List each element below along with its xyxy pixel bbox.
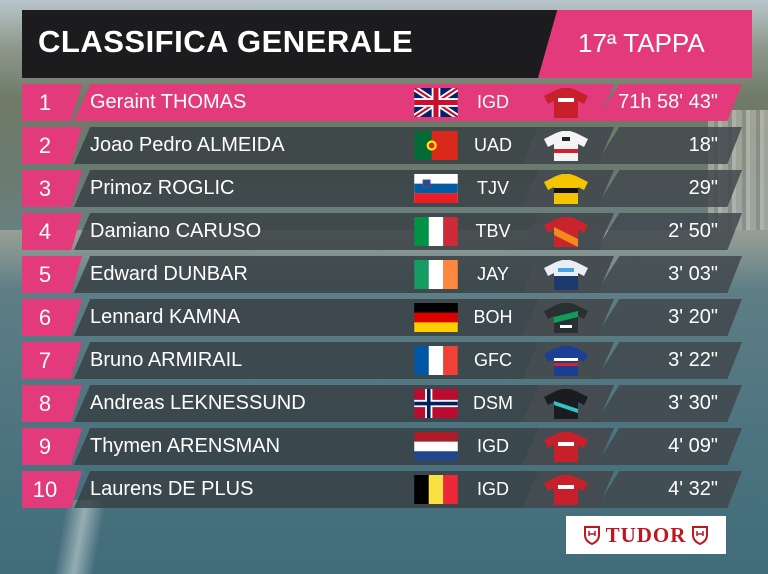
table-row: 4 Damiano CARUSO TBV 2' 50" [22,213,742,250]
team-code: DSM [473,393,513,413]
fr-flag-icon [414,346,458,375]
position-badge: 2 [22,127,82,164]
ineos-jersey-icon [542,475,590,505]
ineos-jersey-icon [542,88,590,118]
time-gap: 3' 03" [668,263,718,285]
position-badge: 9 [22,428,82,465]
row-background [74,428,614,465]
table-row: 3 Primoz ROGLIC TJV 29" [22,170,742,207]
time-gap: 4' 09" [668,435,718,457]
position-badge: 1 [22,84,82,121]
it-flag-icon [414,217,458,246]
time-background [596,127,742,164]
position-badge: 8 [22,385,82,422]
time-gap: 2' 50" [668,220,718,242]
table-row: 7 Bruno ARMIRAIL GFC 3' 22" [22,342,742,379]
team-code: GFC [474,350,512,370]
time-gap: 3' 20" [668,306,718,328]
position-badge: 5 [22,256,82,293]
table-row: 1 Geraint THOMAS IGD 71h 58' 43" [22,84,742,121]
rider-name: Geraint THOMAS [90,91,247,113]
row-background [74,127,614,164]
background-wave-foam [53,500,107,574]
time-gap: 3' 30" [668,392,718,414]
position-badge: 3 [22,170,82,207]
no-flag-icon [414,389,458,418]
sponsor-name: TUDOR [605,522,687,547]
time-gap: 29" [688,177,718,199]
sponsor-logo: TUDOR [566,516,726,554]
row-background [74,84,614,121]
jumbo-jersey-icon [542,174,590,204]
ie-flag-icon [414,260,458,289]
dsm-jersey-icon [542,389,590,419]
rider-name: Thymen ARENSMAN [90,435,281,457]
time-gap: 18" [688,134,718,156]
nl-flag-icon [414,432,458,461]
bora-jersey-icon [542,303,590,333]
team-code: JAY [477,264,509,284]
row-background [74,342,614,379]
team-code: TJV [476,178,509,198]
time-background [596,170,742,207]
team-code: IGD [476,92,509,112]
rider-name: Damiano CARUSO [90,220,262,242]
shield-icon [583,525,600,545]
uae-jersey-icon [542,131,590,161]
ineos-jersey-icon [542,432,590,462]
table-row: 9 Thymen ARENSMAN IGD 4' 09" [22,428,742,465]
row-background [74,170,614,207]
de-flag-icon [414,303,458,332]
si-flag-icon [414,174,458,203]
time-gap: 71h 58' 43" [618,91,718,113]
time-gap: 3' 22" [668,349,718,371]
gb-flag-icon [414,88,458,117]
rider-name: Lennard KAMNA [90,306,241,328]
pt-flag-icon [414,131,458,160]
rider-name: Bruno ARMIRAIL [90,349,243,371]
table-row: 2 Joao Pedro ALMEIDA UAD 18" [22,127,742,164]
row-background [74,213,614,250]
row-background [74,385,614,422]
page-title: CLASSIFICA GENERALE [38,24,414,59]
team-code: IGD [476,479,509,499]
team-code: UAD [473,135,512,155]
groupama-jersey-icon [542,346,590,376]
position-badge: 6 [22,299,82,336]
row-background [74,471,614,508]
row-background [74,299,614,336]
position-badge: 10 [22,471,82,508]
table-row: 8 Andreas LEKNESSUND DSM 3' 30" [22,385,742,422]
time-background [596,299,742,336]
time-background [596,385,742,422]
rider-name: Laurens DE PLUS [90,478,254,500]
time-background [596,428,742,465]
rider-name: Primoz ROGLIC [90,177,235,199]
time-background [596,256,742,293]
time-background [596,342,742,379]
table-row: 5 Edward DUNBAR JAY 3' 03" [22,256,742,293]
team-code: IGD [476,436,509,456]
team-code: BOH [473,307,513,327]
rider-name: Andreas LEKNESSUND [90,392,306,414]
team-code: TBV [475,221,511,241]
position-badge: 7 [22,342,82,379]
title-bar [22,10,562,78]
time-gap: 4' 32" [668,478,718,500]
be-flag-icon [414,475,458,504]
time-background [596,213,742,250]
rider-name: Edward DUNBAR [90,263,248,285]
position-badge: 4 [22,213,82,250]
table-row: 10 Laurens DE PLUS IGD 4' 32" [22,471,742,508]
table-row: 6 Lennard KAMNA BOH 3' 20" [22,299,742,336]
shield-icon [692,525,709,545]
rider-name: Joao Pedro ALMEIDA [90,134,285,156]
stage-bar [538,10,752,78]
row-background [74,256,614,293]
jayco-jersey-icon [542,260,590,290]
stage-label: 17ª TAPPA [578,28,705,58]
time-background [596,84,742,121]
time-background [596,471,742,508]
bahrain-jersey-icon [542,217,590,247]
